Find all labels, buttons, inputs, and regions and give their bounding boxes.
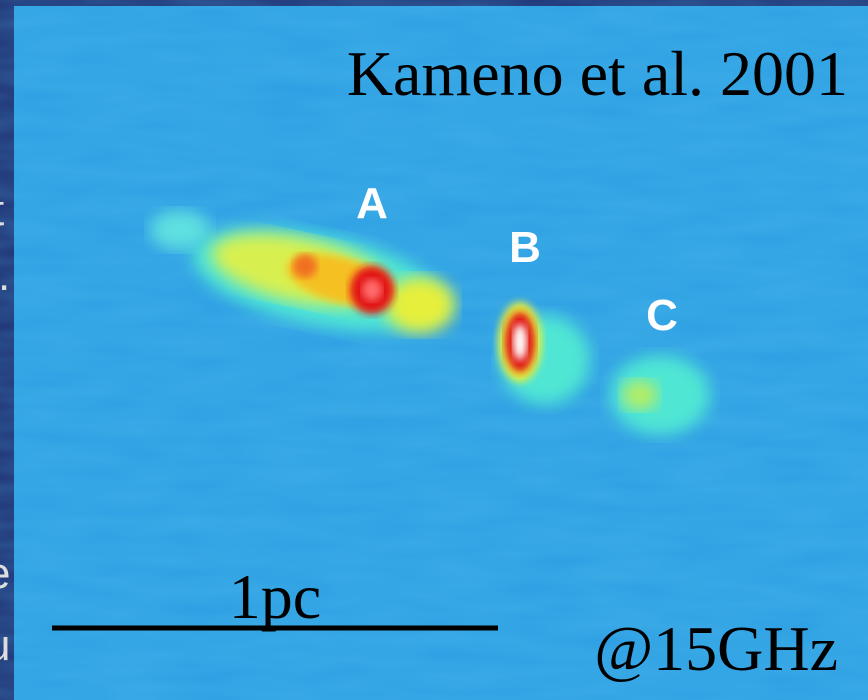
edge-fragment: t <box>0 186 4 235</box>
edge-fragment: e <box>0 549 10 598</box>
citation: Kameno et al. 2001 <box>347 38 848 109</box>
component-label: B <box>509 223 541 272</box>
scale-bar-label: 1pc <box>229 561 321 632</box>
frequency: @15GHz <box>594 613 838 684</box>
image-noise <box>14 6 868 700</box>
edge-fragment: . <box>0 251 10 300</box>
edge-fragment: u <box>0 621 10 670</box>
component-label: A <box>356 179 388 228</box>
component-label: C <box>646 291 678 340</box>
radio-image: Kameno et al. 2001 A B C 1pc @15GHz t . … <box>0 0 868 700</box>
page: Kameno et al. 2001 A B C 1pc @15GHz t . … <box>0 0 868 700</box>
